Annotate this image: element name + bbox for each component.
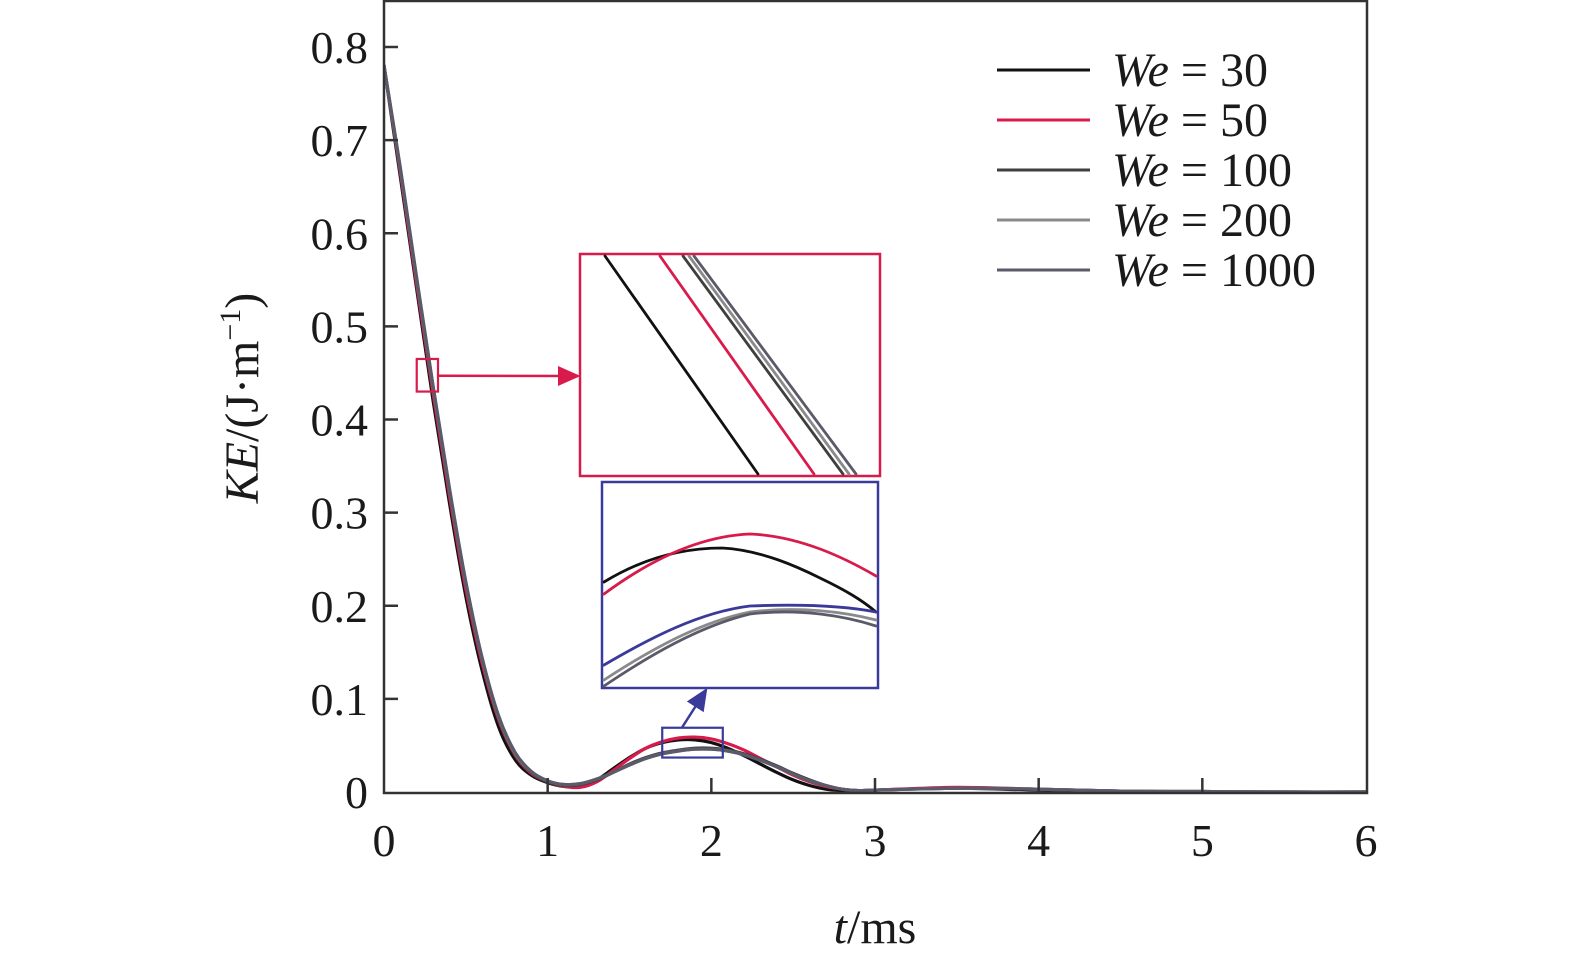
y-tick-label: 0.5 — [311, 301, 369, 352]
x-tick-label: 2 — [700, 815, 723, 866]
inset-peak-curve-we1000 — [602, 610, 878, 688]
legend-label-3: We = 200 — [1112, 194, 1292, 247]
inset-early-line-we1000 — [692, 254, 858, 476]
ticks-layer: 0 1 2 3 4 5 6 0 0.1 0.2 0.3 0.4 0.5 0.6 0.7 0.8 — [311, 22, 1378, 866]
legend-label-0: We = 30 — [1112, 44, 1268, 97]
y-tick-label: 0.7 — [311, 115, 369, 166]
x-tick-label: 5 — [1191, 815, 1214, 866]
inset-early-line-we100 — [681, 254, 845, 476]
inset-peak-curve-we30 — [602, 546, 878, 614]
y-tick-label: 0.6 — [311, 208, 369, 259]
inset-early — [578, 252, 882, 478]
legend-label-4: We = 1000 — [1112, 244, 1316, 297]
x-axis-title: t/ms — [834, 901, 917, 954]
x-tick-label: 1 — [536, 815, 559, 866]
inset-peak — [600, 480, 880, 690]
y-tick-label: 0.1 — [311, 674, 369, 725]
series-layer — [384, 63, 1367, 793]
x-tick-label: 6 — [1355, 815, 1378, 866]
inset-early-line-we200 — [687, 254, 851, 476]
zoom-box-early — [415, 357, 440, 393]
inset-early-line-we30 — [603, 254, 760, 476]
inset-early-line-we50 — [658, 254, 816, 476]
y-tick-label: 0 — [345, 767, 368, 818]
inset-peak-curve-we200 — [602, 608, 878, 682]
inset-peak-curve-we100 — [602, 603, 878, 667]
y-tick-label: 0.3 — [311, 488, 369, 539]
x-tick-label: 3 — [864, 815, 887, 866]
plot-frame — [382, 0, 1369, 795]
inset-peak-curve-we50 — [602, 532, 878, 596]
zoom-arrow-peak — [680, 687, 708, 729]
y-tick-label: 0.2 — [311, 581, 369, 632]
zoom-box-peak — [661, 726, 724, 759]
series-line-4 — [384, 63, 1367, 793]
y-axis-title: KE/(J·m−1) — [214, 293, 269, 505]
x-tick-label: 0 — [373, 815, 396, 866]
zoom-layer — [415, 357, 724, 759]
legend-label-1: We = 50 — [1112, 94, 1268, 147]
y-tick-label: 0.8 — [311, 22, 369, 73]
legend-label-2: We = 100 — [1112, 144, 1292, 197]
inset-early-frame — [578, 252, 882, 478]
y-tick-label: 0.4 — [311, 395, 369, 446]
x-tick-label: 4 — [1027, 815, 1050, 866]
